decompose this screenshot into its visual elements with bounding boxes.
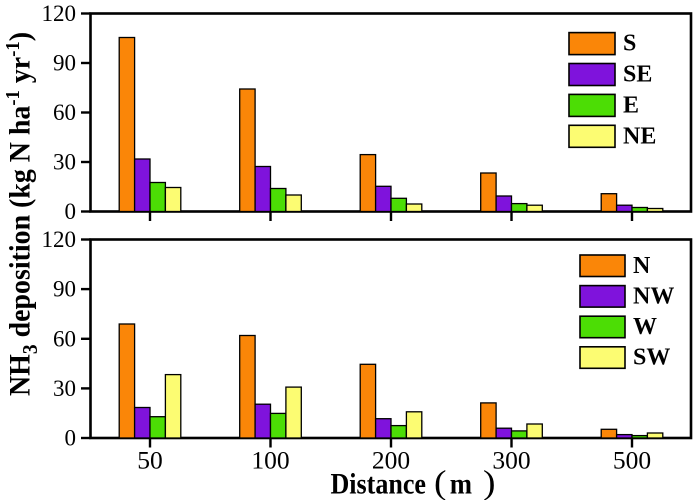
svg-text:SW: SW (633, 345, 670, 371)
svg-text:90: 90 (53, 51, 76, 76)
svg-text:NW: NW (633, 283, 674, 309)
svg-text:50: 50 (137, 446, 163, 475)
svg-text:Distance: Distance (331, 468, 427, 500)
svg-text:100: 100 (251, 446, 289, 475)
svg-text:E: E (623, 92, 639, 118)
svg-text:NH3 deposition (kg N ha-1 yr-1: NH3 deposition (kg N ha-1 yr-1) (2, 32, 42, 396)
svg-text:SE: SE (623, 62, 652, 88)
svg-text:N: N (633, 253, 651, 279)
svg-text:30: 30 (53, 376, 76, 401)
svg-text:(: ( (434, 465, 447, 500)
svg-text:90: 90 (53, 277, 76, 302)
svg-text:S: S (623, 31, 636, 57)
svg-text:200: 200 (372, 446, 410, 475)
svg-text:0: 0 (65, 426, 77, 451)
svg-text:m: m (450, 468, 472, 500)
svg-text:W: W (633, 314, 657, 340)
svg-text:120: 120 (42, 1, 77, 26)
svg-text:120: 120 (42, 227, 77, 252)
svg-text:300: 300 (492, 446, 530, 475)
svg-text:60: 60 (53, 326, 76, 351)
svg-text:60: 60 (53, 100, 76, 125)
svg-text:NE: NE (623, 123, 656, 149)
svg-text:): ) (483, 465, 496, 500)
svg-text:30: 30 (53, 150, 76, 175)
svg-text:0: 0 (65, 199, 77, 224)
svg-text:500: 500 (613, 446, 651, 475)
